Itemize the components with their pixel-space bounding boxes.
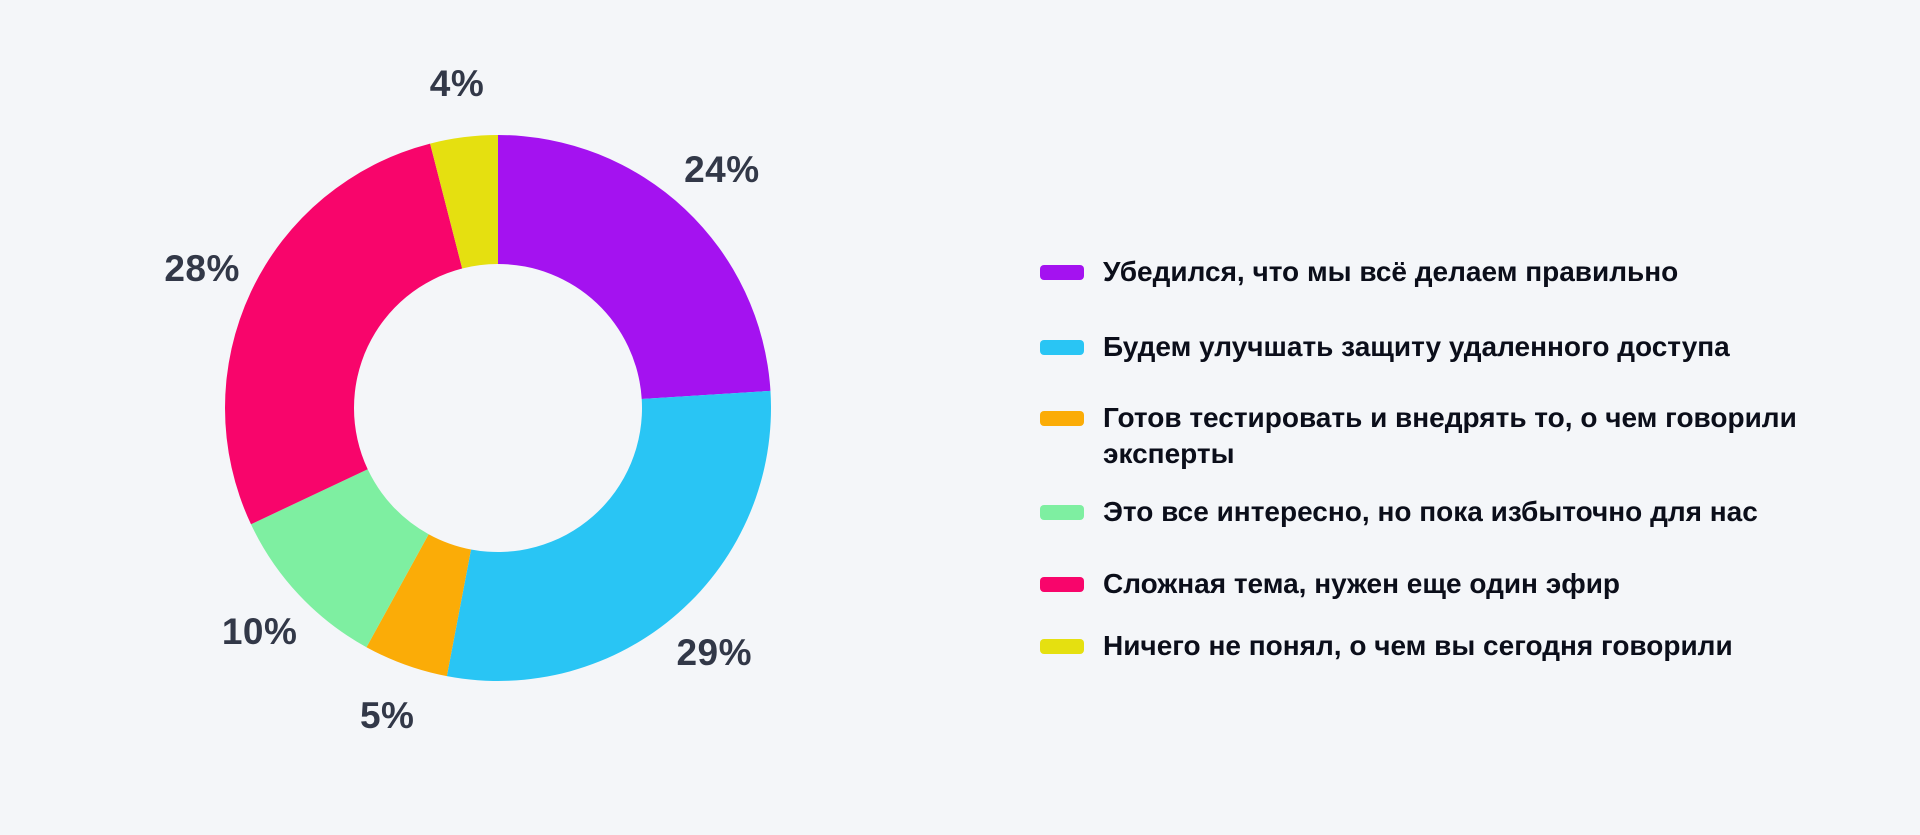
legend-item-4: Это все интересно, но пока избыточно для… [1040,494,1758,530]
slice-percent-label-5: 28% [164,247,240,289]
slice-percent-label-2: 29% [676,632,753,674]
donut-slice-4 [250,469,429,648]
legend-swatch-icon [1040,340,1084,355]
legend-swatch-icon [1040,505,1084,520]
legend-item-label: Это все интересно, но пока избыточно для… [1103,496,1758,527]
legend-item-label: Убедился, что мы всё делаем правильно [1103,256,1679,287]
legend-swatch-icon [1040,639,1084,654]
donut-slice-2 [446,390,771,681]
legend-item-label: Готов тестировать и внедрять то, о чем г… [1103,402,1797,469]
donut-slice-1 [498,135,771,399]
legend-swatch-icon [1040,577,1084,592]
legend-item-6: Ничего не понял, о чем вы сегодня говори… [1040,628,1733,664]
slice-percent-label-6: 4% [429,62,485,104]
legend-item-label: Ничего не понял, о чем вы сегодня говори… [1103,630,1733,661]
legend-item-label: Будем улучшать защиту удаленного доступа [1103,331,1730,362]
donut-slice-5 [224,143,463,525]
legend-item-label: Сложная тема, нужен еще один эфир [1103,568,1621,599]
legend-swatch-icon [1040,265,1084,280]
legend-item-5: Сложная тема, нужен еще один эфир [1040,566,1620,602]
slice-percent-label-3: 5% [359,694,415,736]
legend-item-3: Готов тестировать и внедрять то, о чем г… [1040,400,1890,472]
legend-item-1: Убедился, что мы всё делаем правильно [1040,254,1678,290]
chart-legend: Убедился, что мы всё делаем правильно Буд… [1040,0,1890,835]
donut-slice-6 [430,135,498,269]
legend-item-2: Будем улучшать защиту удаленного доступа [1040,329,1730,365]
slice-percent-label-1: 24% [684,148,760,190]
legend-swatch-icon [1040,411,1084,426]
donut-slice-3 [366,534,472,677]
slice-percent-label-4: 10% [221,610,298,652]
